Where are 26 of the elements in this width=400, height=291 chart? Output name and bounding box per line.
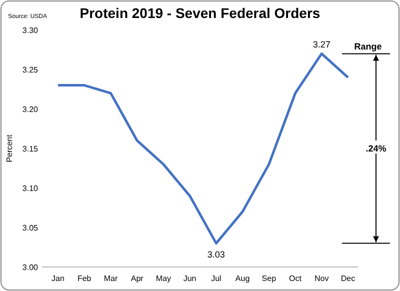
data-label: 3.27 — [312, 40, 330, 50]
y-axis-title: Percent — [5, 134, 14, 162]
x-tick-label: Oct — [289, 274, 302, 283]
x-tick-label: Aug — [235, 274, 250, 283]
x-tick-label: Feb — [77, 274, 92, 283]
x-tick-label: May — [156, 274, 172, 283]
y-tick-label: 3.00 — [22, 263, 39, 272]
y-tick-label: 3.05 — [22, 224, 39, 232]
y-tick-label: 3.30 — [22, 26, 39, 35]
y-tick-label: 3.15 — [22, 144, 39, 154]
line-series — [56, 52, 350, 245]
x-tick-label: Mar — [104, 274, 118, 283]
y-tick-label: 3.10 — [22, 184, 39, 193]
y-tick-label: 3.25 — [22, 66, 39, 74]
annotation: Range — [354, 42, 382, 52]
text: .24% — [366, 144, 386, 154]
x-tick-label: Jun — [183, 274, 196, 283]
y-tick-label: 3.20 — [22, 105, 39, 114]
chart-title: Protein 2019 - Seven Federal Orders — [80, 5, 320, 21]
x-tick-label: Sep — [262, 274, 277, 283]
x-tick-label: Jul — [211, 274, 222, 283]
data-label: 3.03 — [207, 249, 225, 260]
x-tick-label: Nov — [314, 274, 329, 283]
x-tick-label: Dec — [340, 274, 356, 283]
x-tick-label: Jan — [52, 274, 64, 283]
x-tick-label: Apr — [130, 274, 144, 283]
